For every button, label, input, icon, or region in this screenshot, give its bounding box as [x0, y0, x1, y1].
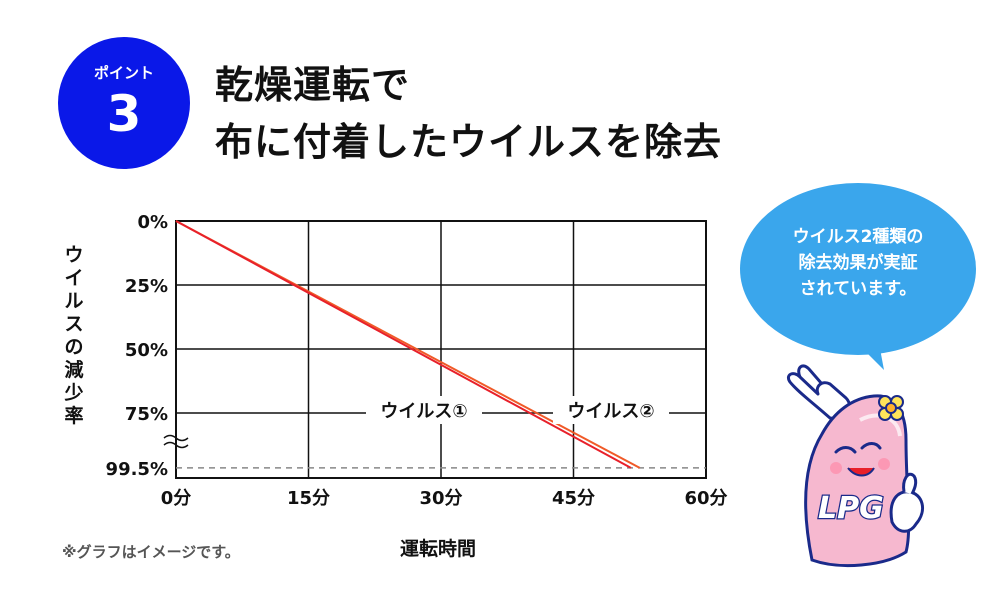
x-tick-label: 15分	[287, 488, 330, 509]
x-tick-label: 45分	[552, 488, 595, 509]
badge-number: 3	[106, 85, 142, 143]
badge-label: ポイント	[93, 64, 154, 82]
bubble-line-1: ウイルス2種類の	[792, 227, 924, 247]
x-tick-label: 30分	[419, 488, 462, 509]
mascot-logo-text: LPG	[818, 491, 884, 526]
y-tick-label: 99.5%	[106, 459, 168, 480]
speech-bubble-text: ウイルス2種類の 除去効果が実証 されています。	[760, 224, 956, 302]
y-tick-label: 50%	[125, 340, 168, 361]
point-badge: ポイント 3	[58, 37, 190, 169]
series-label-bg	[553, 396, 669, 424]
series-label-1: ウイルス①	[380, 401, 467, 422]
series-line-2	[175, 220, 632, 469]
page-title-line-1: 乾燥運転で	[215, 63, 411, 107]
x-tick-label: 60分	[684, 488, 727, 509]
axis-break-icon	[163, 434, 189, 442]
bubble-line-2: 除去効果が実証	[798, 253, 918, 273]
thumbs-up-hand-icon	[889, 472, 925, 533]
axis-break-icon	[163, 441, 189, 449]
series-label-bg	[366, 396, 482, 424]
y-tick-label: 75%	[125, 404, 168, 425]
flower-icon	[878, 395, 904, 421]
x-tick-label: 0分	[161, 488, 192, 509]
x-axis-label: 運転時間	[400, 538, 477, 560]
page-title-line-2: 布に付着したウイルスを除去	[215, 120, 723, 164]
y-tick-label: 0%	[137, 212, 168, 233]
y-axis-label: ウイルスの減少率	[64, 244, 84, 427]
bubble-line-3: されています。	[799, 279, 917, 299]
footnote: ※グラフはイメージです。	[62, 543, 240, 561]
y-tick-label: 25%	[125, 276, 168, 297]
series-label-2: ウイルス②	[567, 401, 654, 422]
